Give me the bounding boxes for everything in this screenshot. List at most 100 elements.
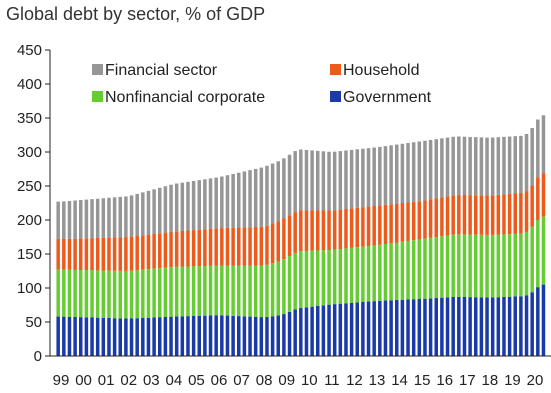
bar-segment-household: [248, 227, 252, 266]
bar-segment-financial-sector: [237, 172, 241, 228]
bar-segment-household: [276, 221, 280, 262]
bar-segment-nonfinancial-corporate: [378, 244, 382, 301]
bar-segment-financial-sector: [135, 193, 139, 236]
bar-segment-household: [355, 207, 359, 248]
bar-segment-household: [141, 235, 145, 270]
axes-group: [49, 50, 551, 357]
x-tick-group: 99 00 01 02 03 04 05 06 07 08 09 10 11 12 13 14 15 16 17 18…: [53, 372, 544, 389]
bar-segment-financial-sector: [321, 151, 326, 211]
bar-segment-financial-sector: [366, 148, 371, 207]
bar-segment-government: [293, 309, 297, 356]
bar-segment-government: [287, 311, 292, 356]
bar-segment-household: [332, 210, 337, 250]
bar-segment-nonfinancial-corporate: [496, 234, 501, 298]
bar-segment-financial-sector: [270, 163, 275, 224]
bar-segment-household: [524, 191, 529, 232]
y-tick-label: 350: [17, 110, 42, 127]
bar-segment-nonfinancial-corporate: [152, 268, 156, 318]
bar-segment-financial-sector: [141, 192, 145, 236]
bar-segment-nonfinancial-corporate: [220, 265, 224, 316]
bar-segment-nonfinancial-corporate: [158, 268, 162, 318]
bar-segment-household: [112, 237, 117, 271]
bar-segment-nonfinancial-corporate: [197, 266, 201, 316]
bar-segment-government: [536, 287, 540, 356]
bar-segment-financial-sector: [457, 136, 461, 195]
x-tick-label: 11: [324, 372, 340, 389]
bar-segment-nonfinancial-corporate: [372, 245, 376, 302]
bar-segment-household: [304, 210, 309, 251]
x-tick-label: 03: [143, 372, 160, 389]
bar-segment-financial-sector: [73, 200, 77, 239]
bar-segment-government: [389, 300, 393, 356]
x-tick-label: 17: [459, 372, 476, 389]
bar-segment-household: [231, 227, 235, 266]
bar-segment-government: [479, 297, 484, 356]
bar-segment-household: [152, 233, 156, 269]
bar-segment-financial-sector: [530, 128, 534, 186]
bar-segment-nonfinancial-corporate: [112, 270, 117, 319]
bar-segment-financial-sector: [502, 136, 506, 195]
bar-segment-financial-sector: [310, 150, 314, 211]
bar-segment-nonfinancial-corporate: [107, 270, 111, 318]
x-tick-label: 09: [278, 372, 295, 389]
bar-segment-household: [79, 238, 83, 271]
bar-segment-nonfinancial-corporate: [259, 265, 264, 318]
bar-segment-household: [349, 208, 354, 248]
bar-segment-nonfinancial-corporate: [541, 216, 546, 285]
bar-segment-financial-sector: [169, 184, 173, 232]
bar-segment-household: [361, 207, 365, 247]
bar-segment-government: [118, 318, 122, 356]
bar-segment-financial-sector: [451, 136, 455, 196]
bar-segment-household: [67, 238, 72, 270]
bar-segment-financial-sector: [95, 198, 100, 238]
bar-segment-government: [79, 317, 83, 356]
bar-segment-household: [56, 239, 60, 270]
bar-segment-household: [146, 234, 151, 270]
bar-segment-nonfinancial-corporate: [191, 266, 196, 316]
bar-segment-household: [310, 210, 314, 251]
bar-segment-government: [541, 284, 546, 356]
bar-segment-household: [445, 196, 450, 236]
x-tick-label: 08: [256, 372, 273, 389]
bar-segment-household: [519, 193, 523, 234]
bar-segment-nonfinancial-corporate: [474, 234, 478, 298]
y-tick-group: 0 50 100 150 200 250 300 350 400 450: [17, 42, 50, 365]
bar-segment-nonfinancial-corporate: [248, 265, 252, 317]
bar-segment-government: [146, 317, 151, 356]
bar-segment-government: [67, 316, 72, 356]
bar-segment-financial-sector: [163, 186, 168, 233]
bar-segment-government: [56, 316, 60, 356]
bar-segment-financial-sector: [62, 201, 66, 239]
bar-segment-nonfinancial-corporate: [231, 265, 235, 316]
bar-segment-nonfinancial-corporate: [457, 234, 461, 297]
legend-label: Nonfinancial corporate: [105, 89, 265, 106]
bar-segment-government: [276, 315, 280, 356]
bar-segment-nonfinancial-corporate: [383, 244, 388, 301]
bar-segment-nonfinancial-corporate: [316, 250, 320, 307]
bar-segment-household: [101, 237, 106, 271]
bar-segment-financial-sector: [101, 198, 106, 238]
bar-segment-nonfinancial-corporate: [180, 266, 185, 317]
bar-segment-government: [112, 318, 117, 356]
bar-segment-household: [135, 235, 139, 271]
bar-segment-government: [490, 297, 495, 356]
bar-segment-government: [84, 317, 89, 356]
bar-segment-financial-sector: [411, 142, 416, 202]
bar-segment-nonfinancial-corporate: [282, 259, 286, 315]
bar-segment-nonfinancial-corporate: [361, 246, 365, 302]
bar-segment-nonfinancial-corporate: [428, 237, 433, 299]
bar-segment-government: [366, 301, 371, 356]
bar-segment-household: [440, 197, 444, 237]
bar-segment-financial-sector: [327, 151, 331, 211]
bar-segment-government: [152, 317, 156, 356]
bar-segment-nonfinancial-corporate: [225, 265, 230, 316]
bar-segment-financial-sector: [214, 177, 218, 229]
x-tick-label: 00: [75, 372, 92, 389]
bar-segment-government: [95, 317, 100, 356]
bar-segment-financial-sector: [423, 140, 427, 201]
bar-segment-government: [372, 301, 376, 356]
bar-segment-government: [73, 316, 77, 356]
bar-segment-government: [270, 316, 275, 356]
x-tick-label: 14: [391, 372, 408, 389]
bar-segment-government: [468, 297, 472, 356]
